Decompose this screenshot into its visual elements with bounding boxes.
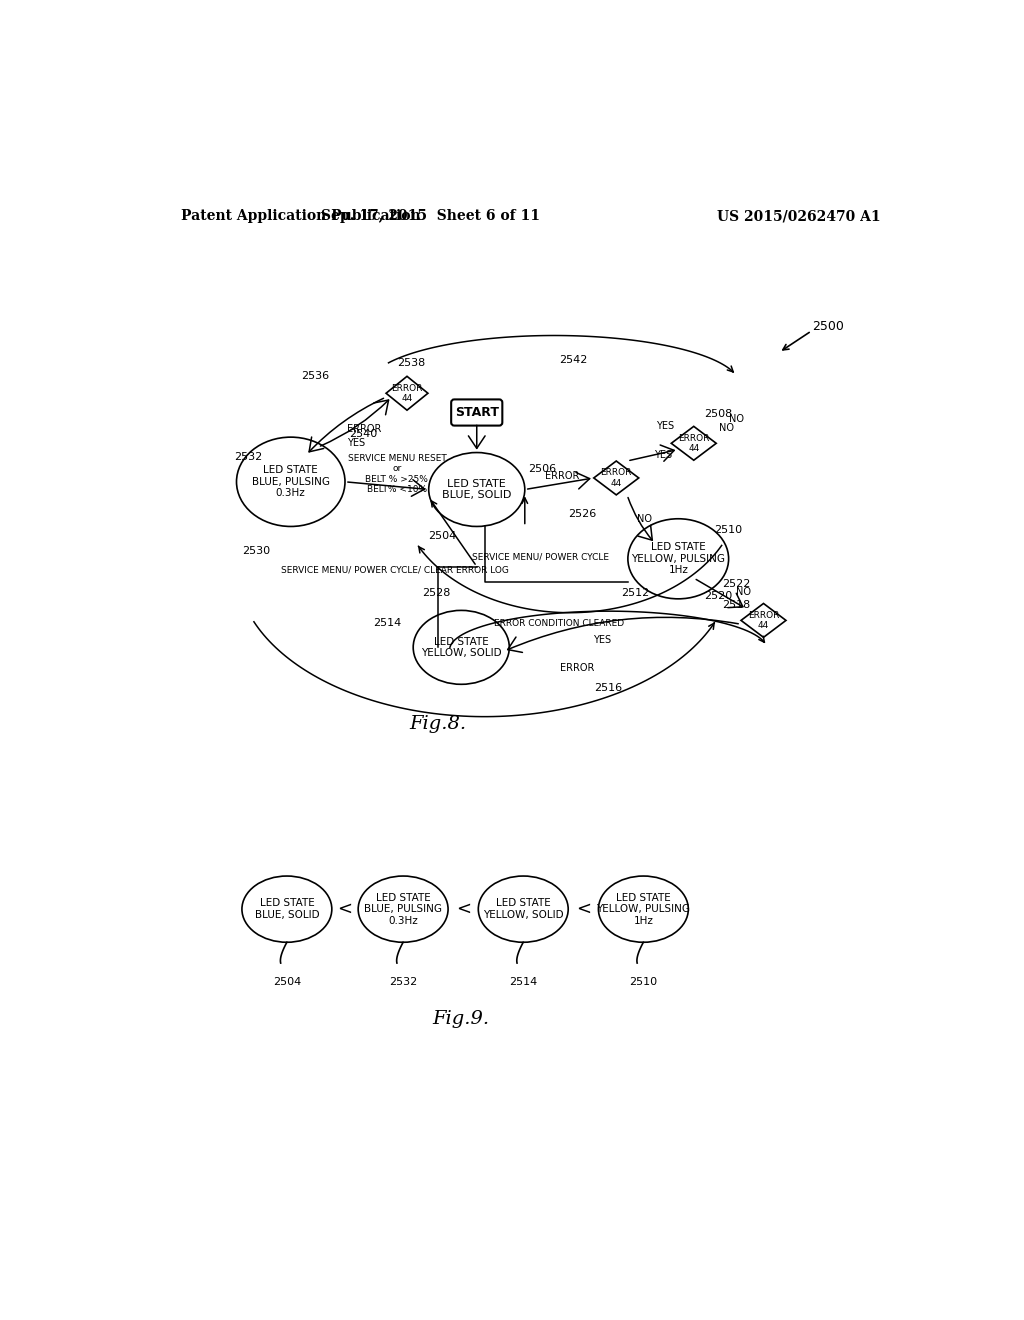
Text: NO: NO (719, 422, 734, 433)
Text: 2510: 2510 (715, 525, 742, 536)
Text: Sep. 17, 2015  Sheet 6 of 11: Sep. 17, 2015 Sheet 6 of 11 (321, 209, 540, 223)
Text: LED STATE
BLUE, PULSING
0.3Hz: LED STATE BLUE, PULSING 0.3Hz (252, 465, 330, 499)
Text: Patent Application Publication: Patent Application Publication (180, 209, 420, 223)
Text: Fig.8.: Fig.8. (410, 715, 467, 734)
Text: SERVICE MENU RESET
or
BELT % >25%
BELT% <10%: SERVICE MENU RESET or BELT % >25% BELT% … (347, 454, 446, 494)
Text: LED STATE
BLUE, PULSING
0.3Hz: LED STATE BLUE, PULSING 0.3Hz (365, 892, 442, 925)
Text: 2510: 2510 (630, 977, 657, 987)
Text: <: < (575, 900, 591, 919)
Text: 2500: 2500 (812, 319, 844, 333)
Text: <: < (456, 900, 471, 919)
Text: SERVICE MENU/ POWER CYCLE/ CLEAR ERROR LOG: SERVICE MENU/ POWER CYCLE/ CLEAR ERROR L… (282, 566, 509, 574)
Text: 2514: 2514 (509, 977, 538, 987)
Text: 2518: 2518 (722, 601, 751, 610)
Text: ERROR: ERROR (545, 471, 580, 482)
Text: <: < (338, 900, 352, 919)
Text: 2508: 2508 (705, 409, 733, 418)
Text: LED STATE
YELLOW, PULSING
1Hz: LED STATE YELLOW, PULSING 1Hz (596, 892, 690, 925)
Text: 2506: 2506 (527, 463, 556, 474)
Text: SERVICE MENU/ POWER CYCLE: SERVICE MENU/ POWER CYCLE (472, 553, 609, 562)
Text: 2522: 2522 (722, 579, 751, 589)
Text: ERROR
44: ERROR 44 (391, 384, 423, 403)
Text: LED STATE
BLUE, SOLID: LED STATE BLUE, SOLID (442, 479, 511, 500)
Text: YES: YES (346, 438, 365, 449)
Text: NO: NO (736, 587, 752, 597)
Text: 2514: 2514 (374, 618, 401, 628)
Text: YES: YES (653, 450, 672, 459)
Text: Fig.9.: Fig.9. (433, 1010, 489, 1028)
Text: ERROR
44: ERROR 44 (600, 469, 632, 487)
Text: NO: NO (729, 413, 743, 424)
Text: ERROR: ERROR (347, 425, 382, 434)
Text: 2532: 2532 (389, 977, 417, 987)
Text: LED STATE
BLUE, SOLID: LED STATE BLUE, SOLID (255, 899, 319, 920)
Text: 2538: 2538 (396, 358, 425, 368)
Text: NO: NO (637, 513, 652, 524)
Text: 2504: 2504 (428, 531, 457, 541)
Text: ERROR CONDITION CLEARED: ERROR CONDITION CLEARED (494, 619, 624, 628)
Text: 2520: 2520 (705, 591, 733, 601)
Text: LED STATE
YELLOW, SOLID: LED STATE YELLOW, SOLID (421, 636, 502, 659)
Text: LED STATE
YELLOW, PULSING
1Hz: LED STATE YELLOW, PULSING 1Hz (631, 543, 725, 576)
Text: 2504: 2504 (272, 977, 301, 987)
Text: START: START (455, 407, 499, 418)
Text: ERROR: ERROR (560, 663, 595, 673)
Text: 2512: 2512 (621, 589, 649, 598)
Text: YES: YES (593, 635, 611, 644)
Text: US 2015/0262470 A1: US 2015/0262470 A1 (717, 209, 881, 223)
Text: ERROR
44: ERROR 44 (748, 611, 779, 630)
Text: 2536: 2536 (301, 371, 329, 380)
Text: 2530: 2530 (243, 546, 270, 556)
Text: 2540: 2540 (349, 429, 377, 440)
Text: 2516: 2516 (595, 684, 623, 693)
Text: LED STATE
YELLOW, SOLID: LED STATE YELLOW, SOLID (483, 899, 563, 920)
Text: YES: YES (656, 421, 674, 432)
Text: ERROR
44: ERROR 44 (678, 433, 710, 453)
Text: 2528: 2528 (422, 589, 451, 598)
Text: 2526: 2526 (568, 510, 596, 519)
Text: 2532: 2532 (234, 453, 262, 462)
Text: 2542: 2542 (559, 355, 587, 366)
